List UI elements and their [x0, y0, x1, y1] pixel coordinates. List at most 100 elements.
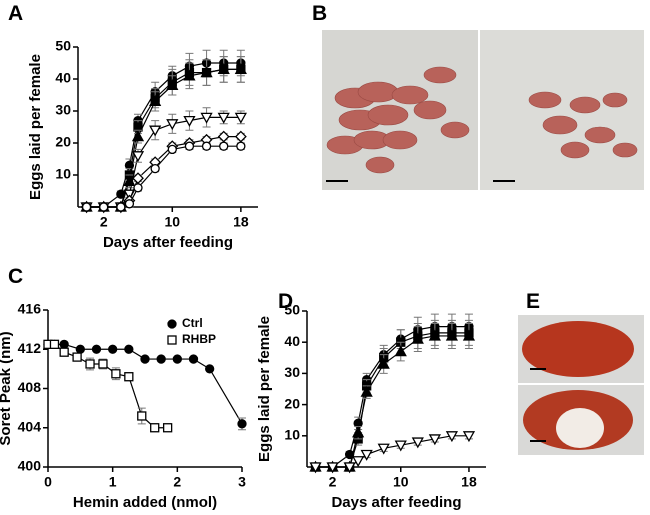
legend-marker: [167, 319, 177, 329]
y-tick-label: 30: [55, 102, 71, 118]
marker: [91, 344, 102, 354]
legend-label: Ctrl: [182, 316, 203, 330]
marker: [124, 372, 134, 382]
marker: [234, 63, 247, 75]
marker: [428, 434, 441, 446]
marker: [309, 462, 322, 474]
series-line: [86, 62, 241, 208]
marker: [75, 344, 85, 354]
x-tick-label: 2: [100, 214, 108, 230]
x-tick-label: 2: [173, 474, 181, 490]
marker: [234, 112, 247, 124]
marker: [360, 449, 373, 461]
marker: [183, 115, 196, 127]
marker: [137, 411, 147, 421]
marker: [172, 354, 182, 364]
y-tick-label: 50: [284, 302, 300, 318]
marker: [394, 440, 407, 452]
marker: [149, 95, 162, 107]
x-tick-label: 3: [238, 474, 246, 490]
marker: [166, 79, 179, 91]
marker: [124, 199, 135, 209]
marker: [205, 364, 215, 374]
marker: [183, 69, 196, 81]
photo-e: [518, 315, 644, 455]
marker: [428, 329, 441, 341]
series-line: [86, 136, 241, 208]
series-line: [86, 116, 241, 208]
marker: [150, 163, 160, 174]
marker: [59, 339, 69, 349]
y-tick-label: 20: [284, 395, 300, 411]
marker: [156, 354, 166, 364]
marker: [343, 462, 356, 474]
panel-label: B: [312, 2, 327, 25]
y-tick-label: 416: [18, 301, 42, 317]
marker: [217, 112, 230, 124]
y-axis-label: Eggs laid per female: [256, 316, 273, 462]
marker: [133, 183, 143, 193]
marker: [219, 141, 229, 151]
marker: [360, 385, 373, 397]
y-tick-label: 10: [55, 166, 71, 182]
panel-label: E: [526, 290, 540, 313]
marker: [217, 63, 230, 75]
marker: [98, 359, 108, 369]
y-tick-label: 50: [55, 38, 71, 54]
marker: [394, 345, 407, 357]
marker: [411, 437, 424, 449]
y-tick-label: 40: [284, 333, 300, 349]
y-tick-label: 40: [55, 70, 71, 86]
series-line: [315, 326, 469, 468]
marker: [201, 141, 212, 151]
marker: [445, 431, 459, 443]
y-tick-label: 412: [18, 340, 42, 356]
marker: [411, 332, 424, 344]
marker: [445, 329, 459, 341]
marker: [99, 202, 109, 212]
series-line: [315, 335, 469, 468]
series-line: [86, 145, 241, 208]
x-axis-label: Hemin added (nmol): [73, 494, 217, 511]
x-axis-label: Days after feeding: [331, 494, 461, 511]
marker: [200, 66, 213, 78]
marker: [108, 344, 118, 354]
photo-b: [322, 30, 644, 190]
x-tick-label: 18: [233, 214, 249, 230]
marker: [326, 462, 339, 474]
panel-label: D: [278, 290, 293, 313]
marker: [59, 347, 69, 357]
x-axis-label: Days after feeding: [103, 234, 233, 251]
marker: [72, 352, 82, 362]
marker: [116, 202, 126, 212]
marker: [377, 357, 390, 369]
y-tick-label: 404: [18, 418, 42, 434]
marker: [131, 130, 145, 142]
y-axis-label: Soret Peak (nm): [0, 331, 14, 445]
marker: [140, 354, 150, 364]
x-tick-label: 18: [461, 474, 477, 490]
x-tick-label: 10: [393, 474, 409, 490]
marker: [167, 144, 177, 155]
legend-label: RHBP: [182, 332, 216, 346]
marker: [166, 119, 179, 131]
y-tick-label: 30: [284, 364, 300, 380]
y-tick-label: 408: [18, 379, 42, 395]
marker: [184, 141, 195, 151]
marker: [462, 329, 476, 341]
marker: [111, 369, 121, 379]
marker: [352, 426, 365, 438]
panel-label: A: [8, 2, 23, 25]
y-tick-label: 10: [284, 427, 300, 443]
y-axis-label: Eggs laid per female: [27, 54, 44, 200]
series-line: [48, 343, 168, 429]
legend-marker: [167, 335, 177, 345]
x-tick-label: 2: [329, 474, 337, 490]
marker: [124, 344, 134, 354]
x-tick-label: 1: [109, 474, 117, 490]
marker: [462, 431, 476, 443]
marker: [162, 423, 173, 433]
y-tick-label: 20: [55, 134, 71, 150]
